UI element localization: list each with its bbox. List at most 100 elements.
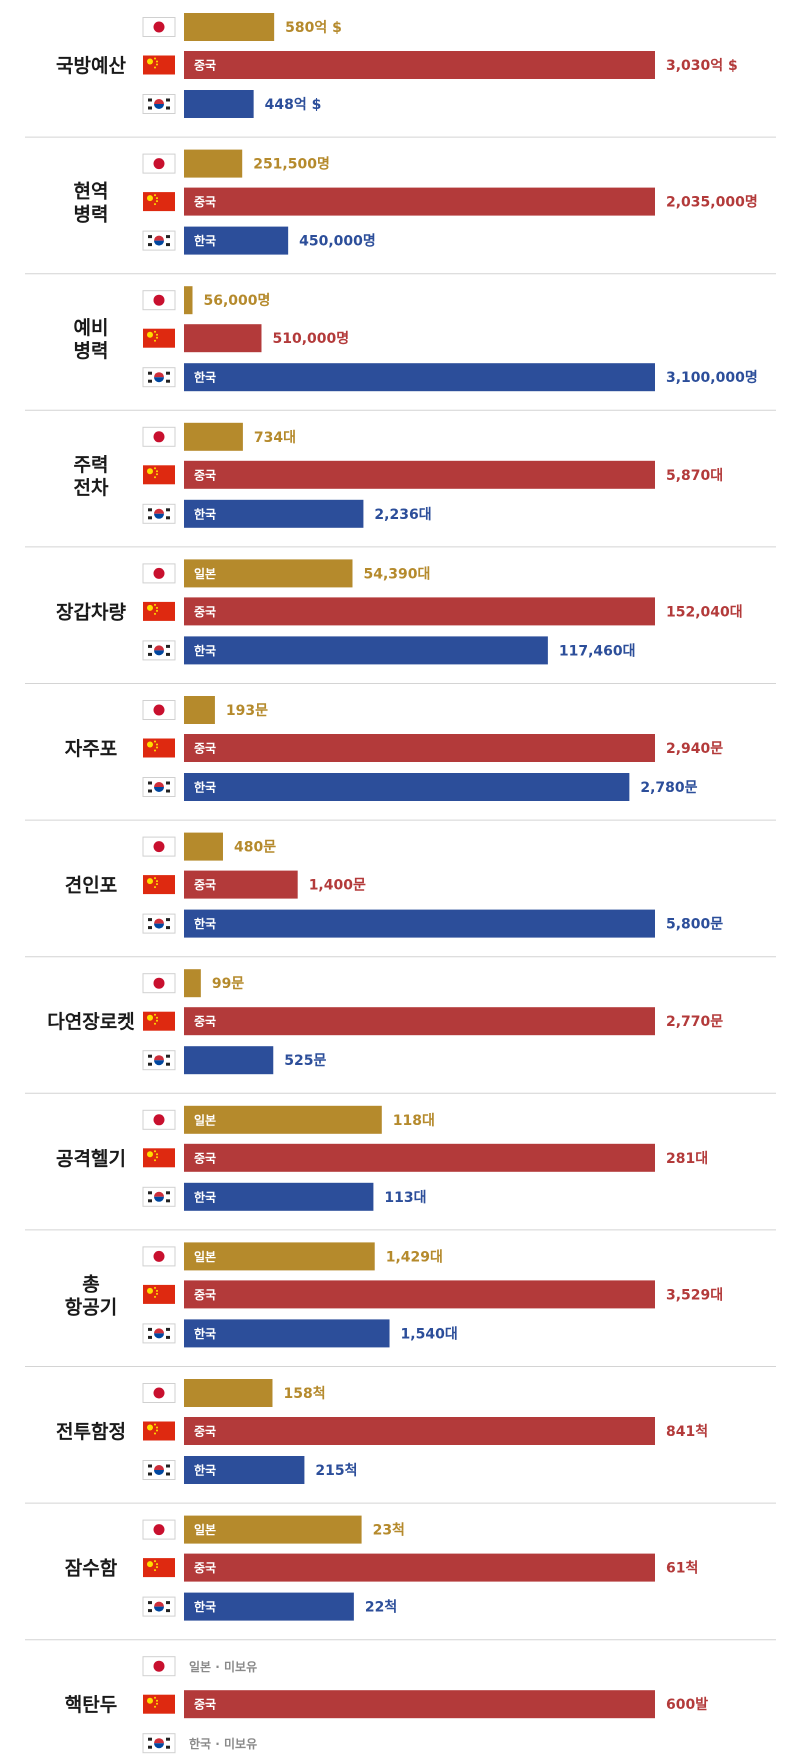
value-label: 5,870대 xyxy=(666,468,723,484)
korea-bar xyxy=(184,363,655,392)
value-label: 1,400문 xyxy=(309,878,366,894)
category-label: 병력 xyxy=(74,340,109,362)
metric-group: 국방예산 580억 $ 중국 3,030억 $ 448억 $ xyxy=(56,13,738,118)
china-flag-icon xyxy=(143,601,175,621)
china-bar xyxy=(184,1143,655,1172)
korea-flag-icon xyxy=(142,503,176,524)
category-label: 핵탄두 xyxy=(65,1694,117,1716)
category-label: 전투함정 xyxy=(56,1421,126,1443)
china-bar xyxy=(184,51,655,79)
korea-flag-icon xyxy=(142,1186,176,1207)
value-label: 2,770문 xyxy=(666,1014,723,1030)
china-bar xyxy=(184,1280,655,1309)
country-bar-label: 중국 xyxy=(194,605,216,619)
korea-flag-icon xyxy=(142,94,176,114)
country-bar-label: 일본 xyxy=(194,1113,216,1127)
country-bar-label: 한국 xyxy=(194,1463,216,1478)
china-bar xyxy=(184,597,655,626)
value-label: 193문 xyxy=(226,703,268,719)
china-bar xyxy=(184,1553,655,1582)
value-label: 510,000명 xyxy=(272,330,349,347)
japan-flag-icon xyxy=(142,1246,176,1267)
value-label: 3,100,000명 xyxy=(666,369,758,386)
japan-bar xyxy=(184,1515,362,1544)
category-label: 공격헬기 xyxy=(56,1148,126,1170)
value-label: 113대 xyxy=(384,1190,426,1206)
japan-flag-icon xyxy=(142,17,176,37)
country-bar-label: 중국 xyxy=(194,195,216,209)
japan-bar xyxy=(184,13,275,41)
korea-flag-icon xyxy=(142,913,176,934)
china-flag-icon xyxy=(143,1284,175,1304)
country-bar-label: 중국 xyxy=(194,878,216,892)
value-label: 99문 xyxy=(212,976,244,992)
category-label: 견인포 xyxy=(65,875,117,897)
japan-flag-icon xyxy=(142,563,176,584)
value-label: 525문 xyxy=(284,1053,326,1069)
country-bar-label: 중국 xyxy=(194,59,216,73)
value-label: 152,040대 xyxy=(666,604,743,620)
value-label: 281대 xyxy=(666,1151,708,1167)
value-label: 3,529대 xyxy=(666,1287,723,1303)
country-bar-label: 중국 xyxy=(194,1015,216,1029)
category-label: 자주포 xyxy=(65,738,117,760)
country-bar-label: 한국 xyxy=(194,506,216,521)
country-bar-label: 중국 xyxy=(194,468,216,482)
category-label: 예비 xyxy=(74,317,109,339)
korea-bar xyxy=(184,1456,305,1484)
japan-bar xyxy=(184,286,193,315)
japan-bar xyxy=(184,832,223,861)
china-flag-icon xyxy=(143,1148,175,1168)
china-flag-icon xyxy=(143,1558,175,1578)
value-label: 841척 xyxy=(666,1424,708,1440)
value-label: 118대 xyxy=(393,1113,435,1129)
category-label: 병력 xyxy=(74,204,109,226)
country-bar-label: 일본 xyxy=(194,1523,216,1537)
japan-flag-icon xyxy=(142,1519,176,1540)
korea-bar xyxy=(184,90,254,118)
country-bar-label: 일본 xyxy=(194,1250,216,1264)
japan-flag-icon xyxy=(142,153,176,174)
category-label: 장갑차량 xyxy=(56,601,126,623)
japan-bar xyxy=(184,969,201,998)
country-bar-label: 한국 xyxy=(194,370,216,385)
korea-flag-icon xyxy=(142,1733,176,1754)
country-bar-label: 중국 xyxy=(194,1561,216,1575)
value-label: 734대 xyxy=(254,430,296,446)
korea-bar xyxy=(184,499,364,528)
china-bar xyxy=(184,734,655,762)
category-label: 현역 xyxy=(74,181,109,203)
value-label: 1,429대 xyxy=(386,1249,443,1265)
japan-bar xyxy=(184,559,353,588)
value-label: 2,035,000명 xyxy=(666,194,758,211)
category-label: 항공기 xyxy=(65,1296,117,1318)
china-bar xyxy=(184,460,655,489)
japan-bar xyxy=(184,1105,382,1134)
korea-bar xyxy=(184,1592,354,1621)
country-bar-label: 중국 xyxy=(194,1425,216,1439)
value-label: 448억 $ xyxy=(265,97,322,113)
japan-bar xyxy=(184,149,243,178)
china-flag-icon xyxy=(143,875,175,895)
japan-flag-icon xyxy=(142,290,176,311)
country-bar-label: 한국 xyxy=(194,1189,216,1204)
china-bar xyxy=(184,1690,655,1719)
value-label: 158척 xyxy=(283,1386,325,1402)
value-label: 5,800문 xyxy=(666,917,723,933)
korea-bar xyxy=(184,909,655,938)
japan-flag-icon xyxy=(142,973,176,994)
value-label: 54,390대 xyxy=(363,566,430,582)
country-bar-label: 한국 xyxy=(194,1599,216,1614)
china-flag-icon xyxy=(143,1421,175,1441)
value-label: 2,780문 xyxy=(640,780,697,796)
